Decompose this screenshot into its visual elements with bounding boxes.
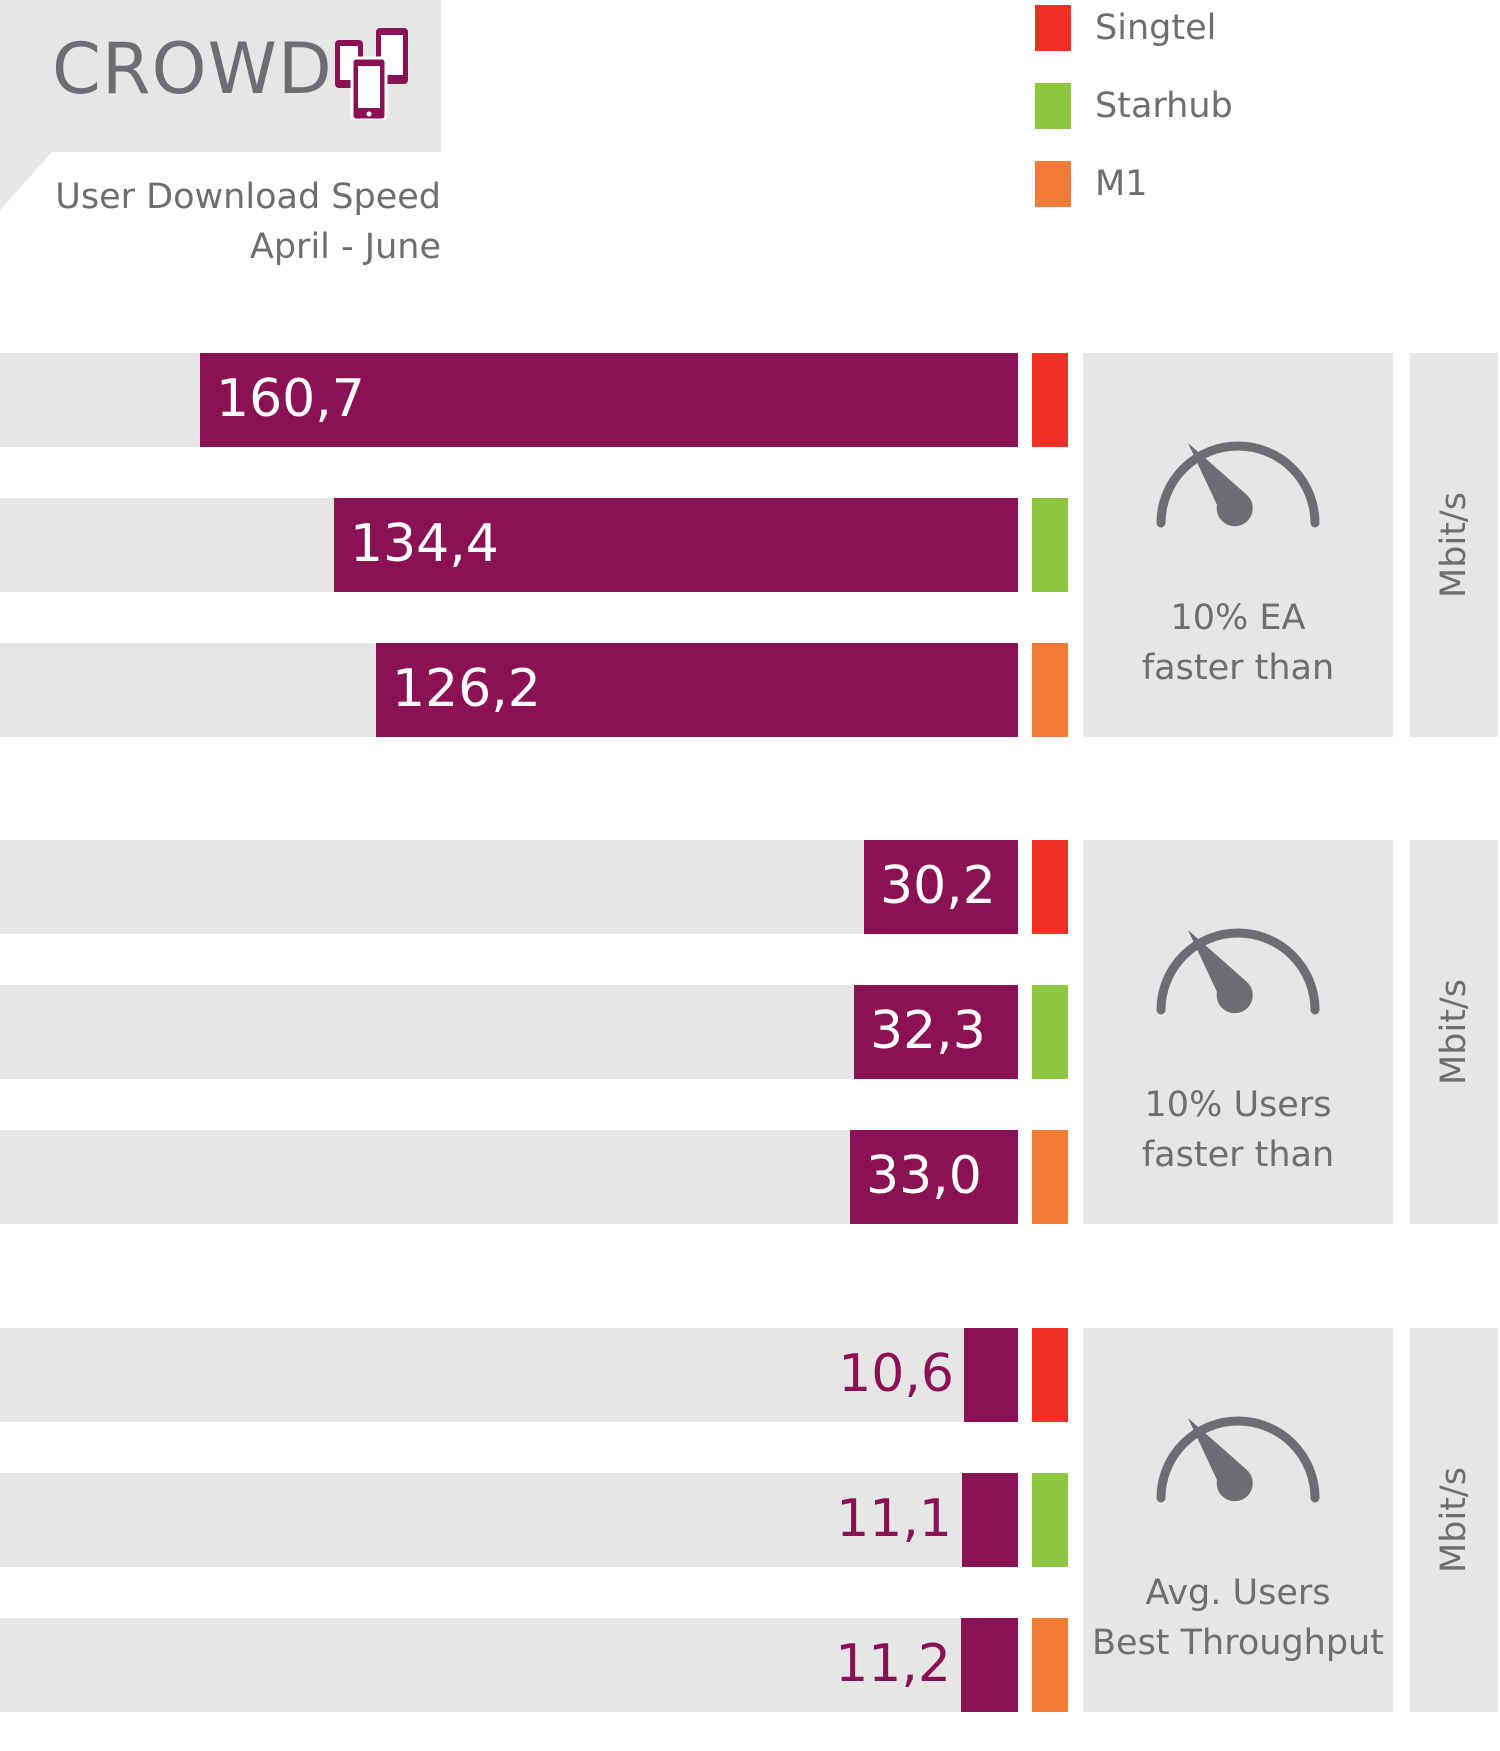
bar-track bbox=[0, 1130, 1018, 1224]
mobile-devices-icon bbox=[335, 28, 408, 120]
bar-track bbox=[0, 1328, 1018, 1422]
legend-label-singtel: Singtel bbox=[1095, 8, 1217, 48]
metric-caption: 10% EA faster than bbox=[1083, 593, 1393, 693]
unit-panel: Mbit/s bbox=[1410, 840, 1498, 1224]
metric-panel: 10% EA faster than bbox=[1083, 353, 1393, 737]
bar-value-label: 33,0 bbox=[866, 1146, 982, 1206]
subtitle-line-2: April - June bbox=[249, 227, 441, 267]
bar-value-label: 11,1 bbox=[836, 1489, 952, 1549]
operator-marker-starhub bbox=[1032, 1473, 1068, 1567]
legend-label-m1: M1 bbox=[1095, 164, 1148, 204]
bar-starhub bbox=[334, 498, 1018, 592]
bar-track bbox=[0, 985, 1018, 1079]
caption-line-2: faster than bbox=[1141, 648, 1335, 688]
unit-label: Mbit/s bbox=[1434, 979, 1474, 1085]
bar-value-label: 32,3 bbox=[870, 1001, 986, 1061]
operator-marker-m1 bbox=[1032, 643, 1068, 737]
speedometer-icon bbox=[1156, 928, 1320, 1015]
operator-marker-singtel bbox=[1032, 353, 1068, 447]
bar-singtel bbox=[964, 1328, 1018, 1422]
speedometer-icon-wrap bbox=[1151, 920, 1325, 1034]
operator-marker-singtel bbox=[1032, 1328, 1068, 1422]
bar-m1 bbox=[376, 643, 1018, 737]
speedometer-icon bbox=[1156, 441, 1320, 528]
caption-line-1: 10% EA bbox=[1170, 598, 1306, 638]
bar-singtel bbox=[200, 353, 1018, 447]
bar-m1 bbox=[961, 1618, 1018, 1712]
bar-track bbox=[0, 1618, 1018, 1712]
caption-line-2: Best Throughput bbox=[1092, 1623, 1384, 1663]
operator-marker-starhub bbox=[1032, 985, 1068, 1079]
metric-caption: 10% Users faster than bbox=[1083, 1080, 1393, 1180]
bar-singtel bbox=[864, 840, 1018, 934]
bar-m1 bbox=[850, 1130, 1018, 1224]
unit-label: Mbit/s bbox=[1434, 1467, 1474, 1573]
bar-starhub bbox=[962, 1473, 1018, 1567]
bar-value-label: 11,2 bbox=[835, 1634, 951, 1694]
metric-panel: Avg. Users Best Throughput bbox=[1083, 1328, 1393, 1712]
caption-line-1: Avg. Users bbox=[1145, 1573, 1331, 1613]
speedometer-icon bbox=[1156, 1416, 1320, 1503]
speedometer-icon-wrap bbox=[1151, 433, 1325, 547]
header-corner bbox=[0, 152, 52, 210]
unit-panel: Mbit/s bbox=[1410, 353, 1498, 737]
bar-value-label: 160,7 bbox=[216, 369, 365, 429]
operator-marker-singtel bbox=[1032, 840, 1068, 934]
operator-marker-m1 bbox=[1032, 1130, 1068, 1224]
legend-swatch-singtel bbox=[1035, 5, 1071, 51]
bar-value-label: 134,4 bbox=[350, 514, 499, 574]
caption-line-1: 10% Users bbox=[1144, 1085, 1332, 1125]
operator-marker-m1 bbox=[1032, 1618, 1068, 1712]
bar-value-label: 30,2 bbox=[880, 856, 996, 916]
bar-starhub bbox=[854, 985, 1018, 1079]
bar-value-label: 10,6 bbox=[838, 1344, 954, 1404]
legend-swatch-starhub bbox=[1035, 83, 1071, 129]
subtitle-line-1: User Download Speed bbox=[55, 177, 441, 217]
speedometer-icon-wrap bbox=[1151, 1408, 1325, 1522]
bar-track bbox=[0, 840, 1018, 934]
caption-line-2: faster than bbox=[1141, 1135, 1335, 1175]
brand-title: CROWD bbox=[52, 28, 333, 110]
unit-panel: Mbit/s bbox=[1410, 1328, 1498, 1712]
legend-label-starhub: Starhub bbox=[1095, 86, 1233, 126]
metric-caption: Avg. Users Best Throughput bbox=[1083, 1568, 1393, 1668]
bar-value-label: 126,2 bbox=[392, 659, 541, 719]
bar-track bbox=[0, 1473, 1018, 1567]
legend-swatch-m1 bbox=[1035, 161, 1071, 207]
unit-label: Mbit/s bbox=[1434, 492, 1474, 598]
metric-panel: 10% Users faster than bbox=[1083, 840, 1393, 1224]
operator-marker-starhub bbox=[1032, 498, 1068, 592]
chart-subtitle: User Download Speed April - June bbox=[40, 172, 441, 272]
